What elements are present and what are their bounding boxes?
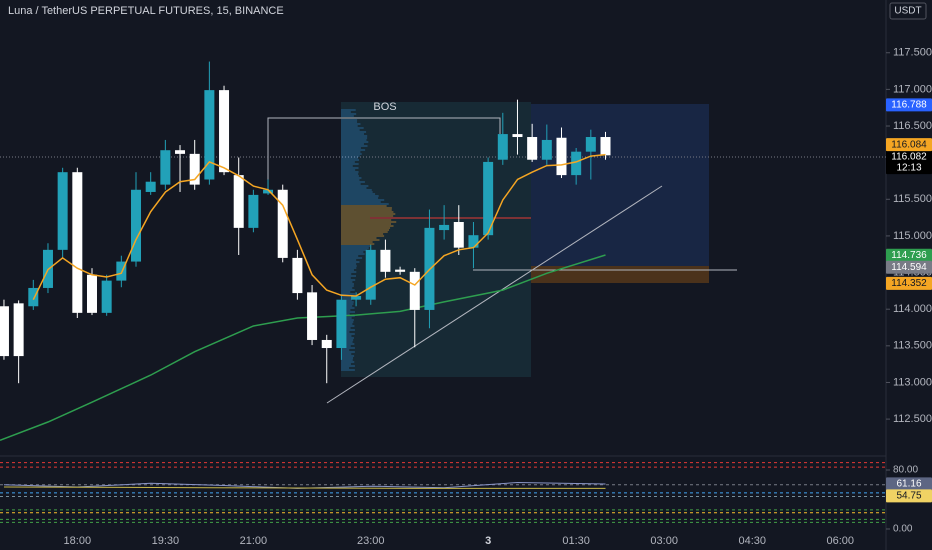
indicator-line (3, 486, 606, 489)
price-badge-label: 114.594 (891, 262, 927, 273)
price-badge (886, 248, 932, 262)
currency[interactable]: USDT (894, 6, 921, 17)
price-badge-label: 116.082 (891, 151, 927, 162)
x-tick-label: 01:30 (562, 535, 590, 547)
y-tick-label: 0.00 (893, 524, 913, 535)
price-badge-label: 116.084 (891, 139, 927, 150)
y-tick-label: 117.000 (893, 83, 932, 95)
candle-body (556, 137, 567, 176)
candle-body (116, 261, 127, 281)
candle-body (439, 224, 450, 231)
volume-profile (341, 109, 397, 371)
price-badge (886, 138, 932, 152)
candle-body (468, 235, 479, 248)
bos-label: BOS (373, 101, 396, 113)
candle-body (263, 189, 274, 194)
price-badge (886, 477, 932, 491)
candle-body (336, 299, 347, 349)
candle-body (571, 151, 582, 176)
candle-body (512, 134, 523, 138)
candle-body (409, 271, 420, 310)
currency-box[interactable] (889, 2, 927, 20)
price-badge (886, 150, 932, 175)
target-box (531, 104, 709, 266)
price-badge-label: 61.16 (896, 479, 921, 490)
candle-body (233, 175, 244, 228)
x-tick-label: 23:00 (357, 535, 385, 547)
price-badge-label: 116.788 (891, 100, 927, 111)
candle-body (145, 181, 156, 192)
price-badge-label: 114.736 (891, 250, 927, 261)
x-tick-label: 3 (485, 535, 491, 547)
y-tick-label: 112.500 (893, 413, 932, 425)
candle-body (453, 222, 464, 248)
candle-body (497, 134, 508, 160)
candle-body (395, 269, 406, 272)
candle-body (57, 172, 68, 250)
candle-body (321, 339, 332, 349)
price-badge (886, 489, 932, 503)
x-tick-label: 03:00 (650, 535, 678, 547)
candle-body (248, 194, 259, 228)
bos-line (267, 117, 501, 190)
candle-body (307, 292, 318, 340)
candle-body (86, 274, 97, 313)
candle-body (204, 90, 215, 180)
candle-body (219, 90, 230, 173)
y-tick-label: 117.500 (893, 47, 932, 59)
x-tick-label: 06:00 (826, 535, 854, 547)
y-tick-label: 115.000 (893, 230, 932, 242)
candle-body (13, 303, 24, 357)
candle-body (541, 139, 552, 160)
drawings (0, 102, 886, 404)
candle-body (483, 161, 494, 236)
x-tick-label: 04:30 (738, 535, 766, 547)
candle-body (365, 249, 376, 300)
candle-body (189, 153, 200, 185)
candle-body (585, 137, 596, 152)
candle-body (101, 280, 112, 313)
y-tick-label: 116.500 (893, 120, 932, 132)
price-badge-label: 54.75 (896, 491, 921, 502)
price-badge-label: 114.352 (891, 278, 927, 289)
price-badge (886, 276, 932, 290)
x-tick-label: 19:30 (152, 535, 180, 547)
x-tick-label: 21:00 (240, 535, 268, 547)
candle-body (292, 257, 303, 294)
candle-body (28, 287, 39, 307)
price-badge (886, 260, 932, 274)
candle-body (527, 137, 538, 160)
candle-body (380, 249, 391, 272)
price-badge (886, 98, 932, 112)
candle-body (175, 150, 186, 154)
candle-body (600, 137, 611, 156)
candle-body (72, 172, 83, 313)
y-tick-label: 115.500 (893, 193, 932, 205)
trend-line (326, 185, 663, 404)
x-tick-label: 18:00 (64, 535, 92, 547)
y-tick-label: 114.000 (893, 303, 932, 315)
y-tick-label: 113.500 (893, 340, 932, 352)
y-tick-label: 113.000 (893, 376, 932, 388)
candle-body (131, 189, 142, 262)
moving-average (0, 254, 606, 442)
stop-box (531, 266, 709, 283)
countdown: 12:13 (896, 162, 921, 173)
candle-body (0, 306, 9, 357)
symbol-title: Luna / TetherUS PERPETUAL FUTURES, 15, B… (8, 5, 284, 17)
candle-body (351, 296, 362, 300)
y-tick-label: 80.00 (893, 465, 918, 476)
moving-average (32, 153, 606, 301)
candle-body (277, 189, 288, 258)
candle-body (160, 150, 171, 185)
